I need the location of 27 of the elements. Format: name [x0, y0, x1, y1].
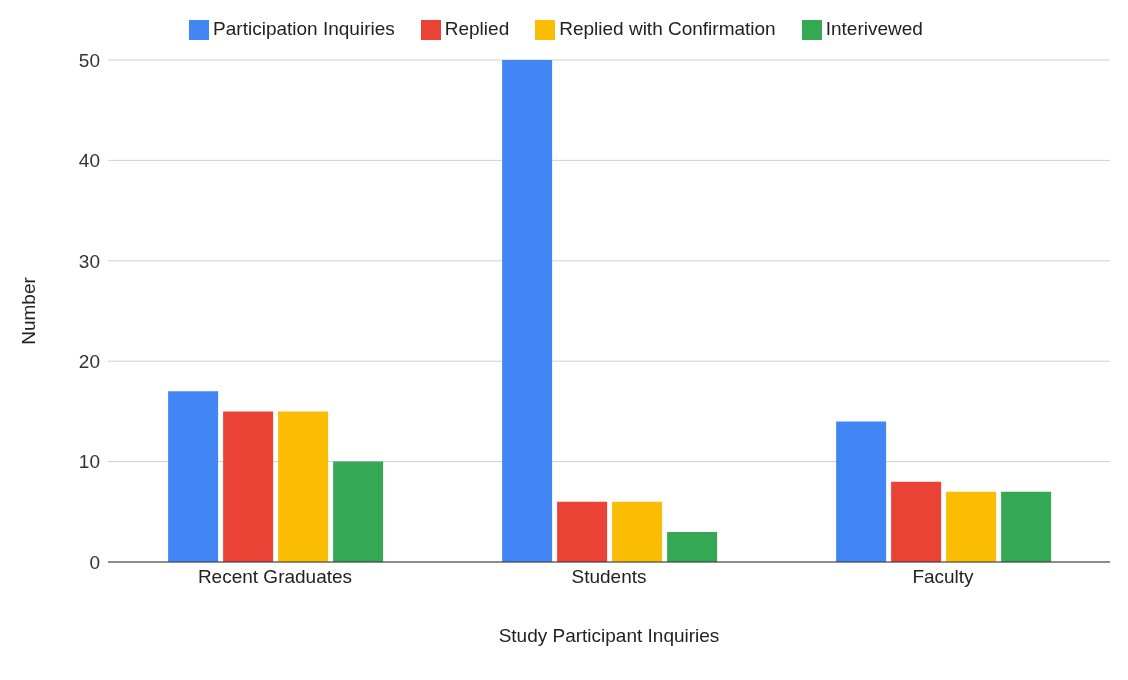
bar — [557, 501, 608, 562]
x-tick-label: Faculty — [912, 566, 975, 588]
bar — [168, 391, 219, 562]
bar — [667, 531, 718, 562]
legend-label: Interivewed — [825, 18, 923, 39]
legend-label: Replied with Confirmation — [559, 18, 776, 39]
y-tick-label: 20 — [78, 350, 100, 372]
bar — [836, 421, 887, 562]
bar — [612, 501, 663, 562]
bar — [223, 411, 274, 562]
bar — [278, 411, 329, 562]
y-tick-label: 30 — [78, 250, 100, 272]
y-tick-label: 0 — [89, 551, 100, 573]
bar — [1001, 491, 1052, 562]
bar — [946, 491, 997, 562]
bar — [502, 60, 553, 562]
y-tick-label: 50 — [78, 49, 100, 71]
x-axis-title: Study Participant Inquiries — [498, 625, 720, 646]
legend-label: Replied — [444, 18, 510, 39]
x-tick-label: Students — [571, 566, 647, 588]
bar — [333, 461, 384, 562]
y-axis-title: Number — [17, 276, 39, 345]
y-tick-label: 40 — [78, 150, 100, 172]
bar — [891, 481, 942, 562]
y-tick-label: 10 — [78, 451, 100, 473]
x-tick-label: Recent Graduates — [197, 566, 353, 588]
legend-label: Participation Inquiries — [213, 18, 395, 39]
